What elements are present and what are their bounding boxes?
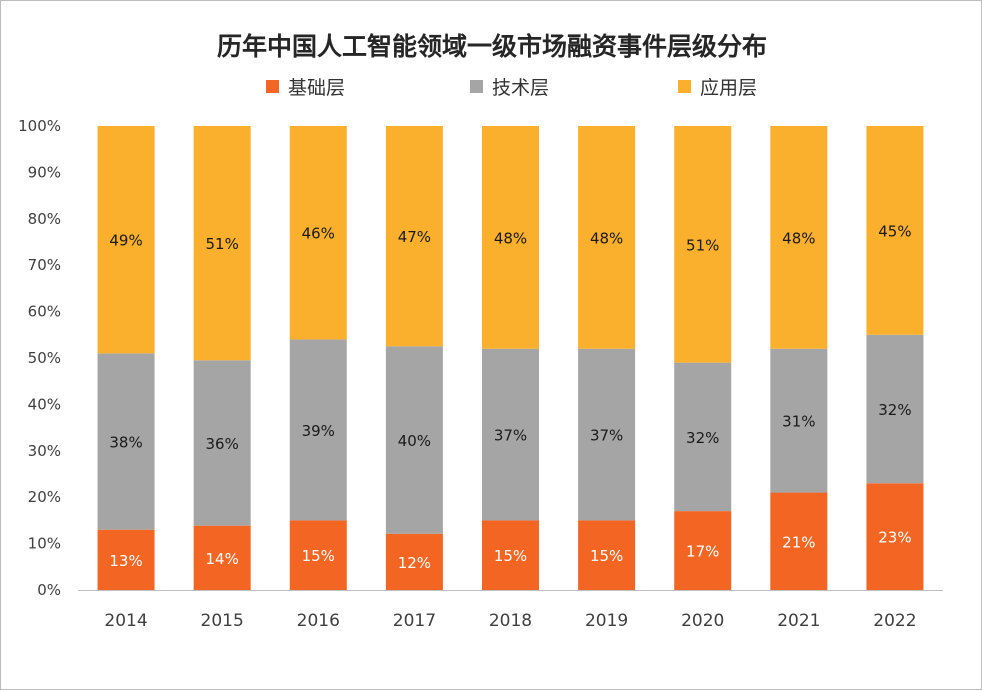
data-label: 47%: [398, 228, 431, 246]
bar-segment: [770, 492, 828, 590]
data-label: 15%: [302, 547, 335, 565]
data-label: 40%: [398, 432, 431, 450]
data-label: 46%: [302, 225, 335, 243]
bar-segment: [578, 520, 636, 590]
bar-segment: [97, 126, 155, 354]
chart-legend: 基础层 技术层 应用层: [1, 71, 982, 101]
bar-segment: [866, 483, 924, 590]
data-label: 14%: [205, 550, 238, 568]
bar-segment: [193, 525, 251, 590]
data-label: 37%: [494, 427, 527, 445]
bar-segment: [578, 126, 636, 349]
data-label: 31%: [782, 413, 815, 431]
data-label: 45%: [878, 222, 911, 240]
bar-segment: [866, 126, 924, 335]
legend-swatch-tech: [470, 79, 483, 93]
y-tick-label: 40%: [28, 395, 61, 413]
x-tick-label: 2022: [873, 611, 916, 631]
chart-title: 历年中国人工智能领域一级市场融资事件层级分布: [216, 32, 767, 61]
x-tick-label: 2018: [489, 611, 532, 631]
x-tick-label: 2015: [201, 611, 244, 631]
data-label: 49%: [109, 232, 142, 250]
data-label: 32%: [878, 401, 911, 419]
x-tick-label: 2020: [681, 611, 724, 631]
y-tick-label: 0%: [37, 581, 61, 599]
legend-label-app: 应用层: [700, 76, 758, 99]
data-label: 51%: [205, 235, 238, 253]
bar-segment: [674, 362, 732, 512]
data-label: 13%: [109, 552, 142, 570]
bar-segment: [770, 126, 828, 349]
bar-segment: [385, 126, 443, 347]
data-label: 48%: [782, 229, 815, 247]
data-label: 51%: [686, 236, 719, 254]
bar-segment: [289, 126, 347, 340]
legend-item-base: 基础层: [266, 71, 345, 101]
bar-segment: [674, 511, 732, 590]
x-tick-label: 2014: [104, 611, 147, 631]
data-label: 48%: [494, 229, 527, 247]
legend-item-tech: 技术层: [470, 71, 549, 101]
data-label: 32%: [686, 429, 719, 447]
x-tick-label: 2021: [777, 611, 820, 631]
bar-segment: [385, 346, 443, 534]
y-tick-label: 100%: [18, 117, 61, 135]
y-tick-label: 90%: [28, 163, 61, 181]
bar-segment: [289, 339, 347, 521]
y-tick-label: 80%: [28, 210, 61, 228]
bar-segment: [385, 533, 443, 590]
y-tick-label: 50%: [28, 349, 61, 367]
data-label: 36%: [205, 435, 238, 453]
bar-segment: [193, 126, 251, 361]
data-label: 12%: [398, 554, 431, 572]
bar-segment: [482, 126, 539, 349]
data-label: 17%: [686, 543, 719, 561]
y-tick-label: 30%: [28, 442, 61, 460]
y-tick-label: 60%: [28, 303, 61, 321]
data-label: 39%: [302, 422, 335, 440]
bar-segment: [866, 334, 924, 484]
bar-segment: [482, 520, 539, 590]
data-label: 15%: [590, 547, 623, 565]
y-tick-label: 20%: [28, 488, 61, 506]
legend-swatch-base: [266, 79, 279, 93]
bar-segment: [578, 348, 636, 521]
bar-segment: [97, 529, 155, 590]
legend-label-tech: 技术层: [492, 76, 550, 99]
data-label: 15%: [494, 547, 527, 565]
data-label: 38%: [109, 434, 142, 452]
data-label: 37%: [590, 427, 623, 445]
data-label: 48%: [590, 229, 623, 247]
y-tick-label: 70%: [28, 256, 61, 274]
x-tick-label: 2017: [393, 611, 436, 631]
legend-label-base: 基础层: [288, 76, 346, 99]
legend-swatch-app: [678, 79, 691, 93]
x-tick-label: 2016: [297, 611, 340, 631]
bar-segment: [482, 348, 539, 521]
bar-segment: [289, 520, 347, 590]
data-label: 23%: [878, 529, 911, 547]
bar-segment: [674, 126, 732, 363]
x-tick-label: 2019: [585, 611, 628, 631]
bar-segment: [193, 360, 251, 526]
bar-segment: [770, 348, 828, 493]
bar-segment: [97, 353, 155, 530]
y-tick-label: 10%: [28, 535, 61, 553]
data-label: 21%: [782, 533, 815, 551]
legend-item-app: 应用层: [678, 71, 757, 101]
